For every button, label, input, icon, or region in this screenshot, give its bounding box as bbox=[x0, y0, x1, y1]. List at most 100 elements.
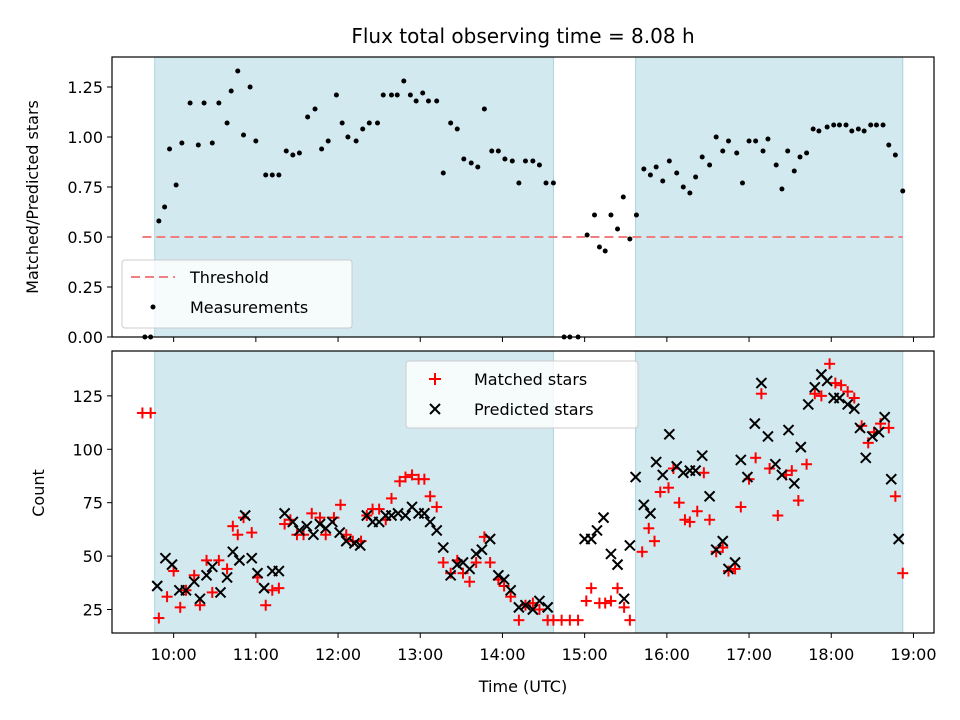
measurement-point bbox=[831, 122, 837, 128]
measurement-point bbox=[228, 88, 234, 94]
predicted-star-marker bbox=[591, 524, 603, 537]
predicted-star-marker bbox=[519, 599, 532, 611]
matched-star-marker bbox=[673, 497, 685, 509]
predicted-star-marker bbox=[710, 543, 722, 556]
measurement-point bbox=[425, 98, 431, 104]
measurement-point bbox=[305, 114, 311, 120]
measurement-point bbox=[699, 154, 705, 160]
measurement-point bbox=[502, 156, 508, 162]
predicted-star-marker bbox=[180, 584, 192, 596]
x-tick-label: 13:00 bbox=[397, 645, 443, 664]
matched-star-marker bbox=[599, 597, 611, 609]
predicted-star-marker bbox=[214, 586, 227, 599]
measurement-point bbox=[693, 174, 699, 180]
matched-star-marker bbox=[883, 422, 895, 434]
predicted-star-marker bbox=[307, 529, 320, 541]
measurement-point bbox=[861, 128, 867, 134]
measurement-point bbox=[849, 128, 855, 134]
measurement-point bbox=[209, 140, 215, 146]
predicted-star-marker bbox=[301, 520, 313, 532]
matched-star-marker bbox=[829, 377, 841, 389]
measurement-point bbox=[461, 156, 467, 162]
top-legend: Threshold Measurements bbox=[121, 259, 353, 329]
predicted-star-marker bbox=[878, 411, 891, 423]
bottom-y-tick-label: 25 bbox=[83, 601, 103, 620]
measurement-point bbox=[312, 106, 318, 112]
measurement-point bbox=[156, 218, 162, 224]
matched-star-marker bbox=[445, 567, 457, 579]
matched-star-marker bbox=[572, 614, 584, 626]
measurement-point bbox=[687, 190, 693, 196]
predicted-star-marker bbox=[741, 471, 754, 483]
matched-star-marker bbox=[772, 510, 784, 521]
predicted-star-markers bbox=[151, 368, 905, 616]
measurement-point bbox=[296, 150, 302, 156]
predicted-star-marker bbox=[470, 548, 482, 560]
matched-star-marker bbox=[710, 546, 722, 558]
matched-star-marker bbox=[750, 452, 762, 464]
predicted-star-marker bbox=[776, 469, 788, 481]
matched-star-marker bbox=[585, 582, 597, 594]
predicted-star-marker bbox=[385, 509, 398, 522]
measurement-point bbox=[179, 140, 185, 146]
matched-star-marker bbox=[755, 388, 767, 400]
predicted-star-marker bbox=[860, 452, 872, 464]
measurement-point bbox=[353, 138, 359, 144]
measurement-point bbox=[739, 180, 745, 186]
predicted-star-marker bbox=[314, 518, 326, 530]
predicted-star-marker bbox=[809, 381, 821, 394]
predicted-star-marker bbox=[239, 509, 251, 522]
measurement-point bbox=[380, 92, 386, 98]
matched-star-marker bbox=[188, 569, 200, 581]
matched-star-marker bbox=[704, 514, 716, 526]
measurement-point bbox=[401, 78, 407, 84]
predicted-star-marker bbox=[769, 458, 782, 470]
matched-star-marker bbox=[764, 463, 776, 474]
measurement-point bbox=[773, 162, 779, 168]
legend-threshold-label: Threshold bbox=[189, 268, 269, 287]
predicted-star-marker bbox=[340, 535, 352, 547]
matched-star-marker bbox=[373, 503, 385, 515]
measurement-point bbox=[873, 122, 879, 128]
top-y-tick-label: 0.75 bbox=[67, 178, 103, 197]
matched-star-marker bbox=[201, 554, 213, 566]
measurement-point bbox=[319, 146, 325, 152]
predicted-star-marker bbox=[444, 569, 457, 582]
measurement-point bbox=[602, 248, 608, 254]
bottom-panel: 25 50 75 100 125 10:00 11:00 12:00 13:00 14:00 15… bbox=[29, 350, 937, 696]
bottom-y-axis-ticks: 25 50 75 100 125 bbox=[72, 387, 112, 620]
measurement-point bbox=[516, 180, 522, 186]
measurement-point bbox=[366, 120, 372, 126]
x-tick-label: 10:00 bbox=[151, 645, 197, 664]
predicted-star-marker bbox=[166, 558, 178, 571]
predicted-star-marker bbox=[873, 426, 885, 438]
matched-star-marker bbox=[889, 490, 901, 502]
measurement-point bbox=[641, 166, 647, 172]
predicted-star-marker bbox=[854, 422, 866, 434]
measurement-point bbox=[713, 134, 719, 140]
bottom-legend-box bbox=[405, 360, 639, 429]
measurement-point bbox=[475, 164, 481, 170]
predicted-star-marker bbox=[755, 377, 768, 389]
matched-star-marker bbox=[824, 358, 836, 370]
predicted-star-marker bbox=[326, 516, 339, 528]
matched-star-marker bbox=[649, 535, 661, 547]
x-tick-label: 19:00 bbox=[890, 645, 936, 664]
predicted-star-marker bbox=[200, 569, 213, 582]
legend-predicted-label: Predicted stars bbox=[474, 400, 594, 419]
predicted-star-marker bbox=[657, 469, 669, 481]
measurement-point bbox=[216, 100, 222, 106]
measurement-point bbox=[596, 244, 602, 250]
measurement-point bbox=[481, 106, 487, 112]
measurement-point bbox=[333, 92, 339, 98]
predicted-star-marker bbox=[492, 569, 505, 582]
legend-measurement-swatch bbox=[150, 304, 156, 310]
top-y-tick-label: 0.25 bbox=[67, 278, 103, 297]
measurement-point bbox=[440, 170, 446, 176]
measurement-point bbox=[892, 152, 898, 158]
matched-star-marker bbox=[174, 601, 186, 613]
measurement-point bbox=[388, 92, 394, 98]
predicted-star-marker bbox=[848, 402, 860, 415]
matched-star-marker bbox=[533, 604, 545, 615]
matched-star-marker bbox=[848, 392, 860, 404]
